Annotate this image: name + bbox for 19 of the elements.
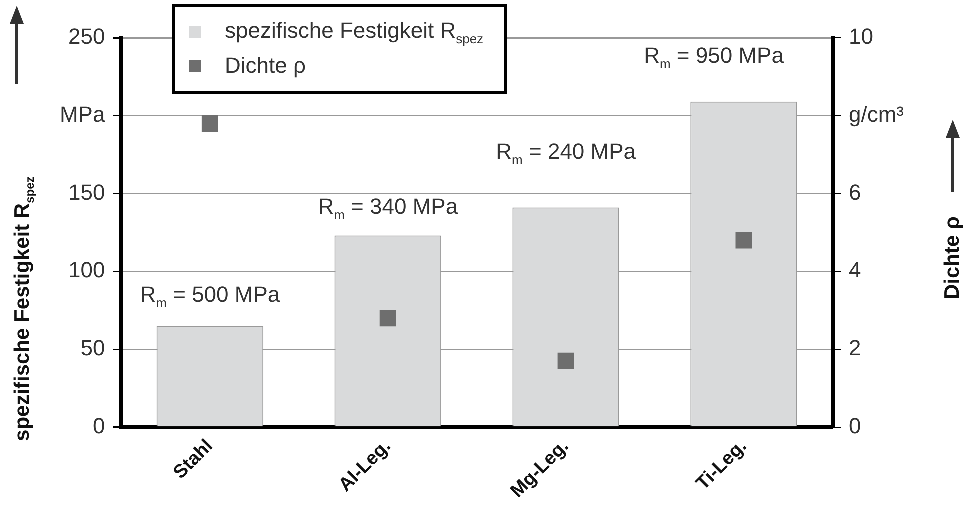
legend-label: Dichte ρ [225,53,306,79]
y-tick-label: 50 [80,336,106,361]
y2-tick-label: g/cm³ [849,102,904,127]
point [558,352,574,370]
y2-tick-label: 0 [849,413,862,438]
y2-tick-label: 2 [849,336,862,361]
point [736,232,752,249]
legend-label: spezifische Festigkeit R$_{spez}$ [225,18,484,46]
y-tick-label: 150 [68,180,106,205]
point [380,310,396,327]
y2-tick-label: 6 [849,180,862,205]
y-tick-label: MPa [60,102,106,127]
y-tick-label: 0 [92,413,106,438]
y2-axis-title: Dichte ρ [941,216,965,302]
y2-tick-label: 10 [849,24,874,50]
y-tick-label: 250 [68,24,106,50]
y-tick-label: 100 [68,258,106,283]
y2-tick-label: 4 [849,258,862,283]
point [202,115,218,132]
